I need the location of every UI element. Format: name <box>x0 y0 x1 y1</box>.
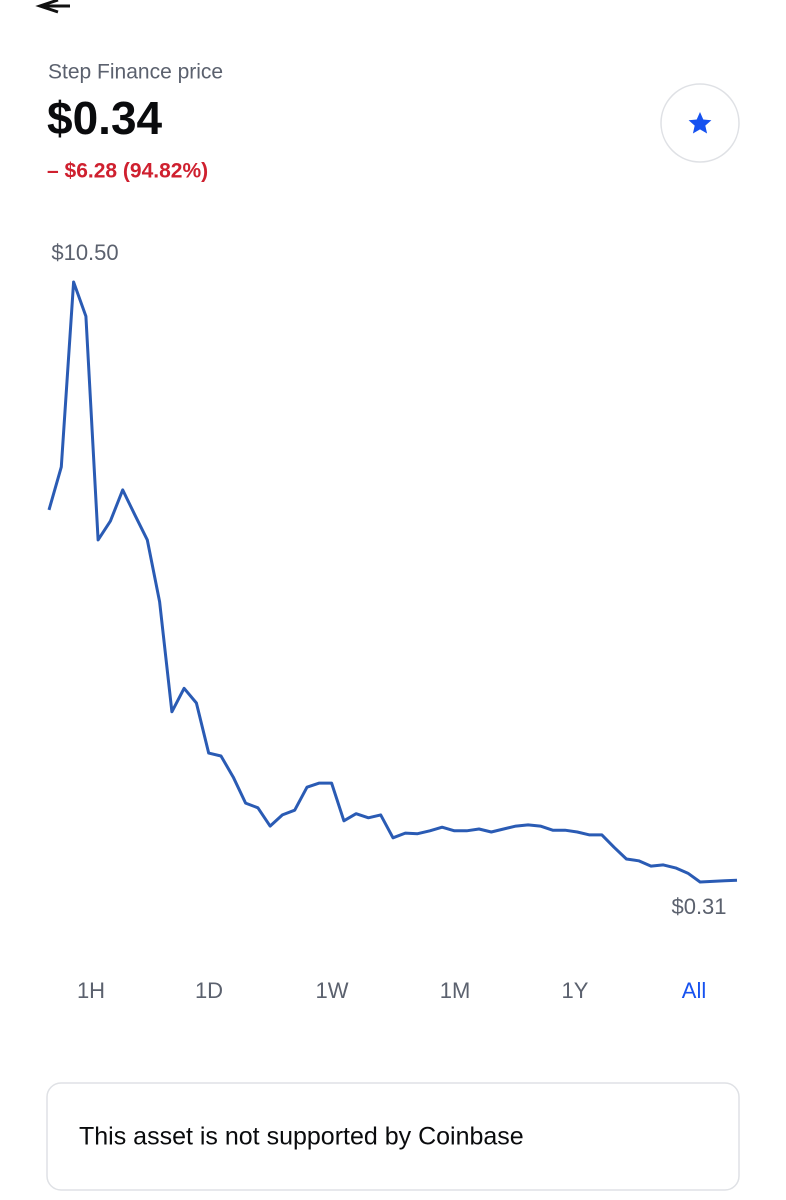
range-tab[interactable]: 1H <box>77 978 105 1003</box>
star-icon[interactable] <box>688 112 712 134</box>
range-tab[interactable]: 1D <box>195 978 223 1003</box>
notice-box <box>46 1082 740 1191</box>
range-tab[interactable]: 1Y <box>562 978 589 1003</box>
range-tab[interactable]: 1M <box>440 978 471 1003</box>
back-arrow[interactable] <box>35 0 70 14</box>
extreme-label: $0.31 <box>671 894 726 919</box>
range-tab[interactable]: 1W <box>316 978 349 1003</box>
notice-text: This asset is not supported by Coinbase <box>79 1123 524 1151</box>
price-line <box>47 280 738 884</box>
price: $0.34 <box>47 92 163 144</box>
price-change: – $6.28 (94.82%) <box>47 160 208 183</box>
watch-button[interactable] <box>660 83 740 163</box>
range-tab[interactable]: All <box>682 978 706 1003</box>
extreme-label: $10.50 <box>51 240 118 265</box>
asset-title: Step Finance price <box>48 61 223 84</box>
